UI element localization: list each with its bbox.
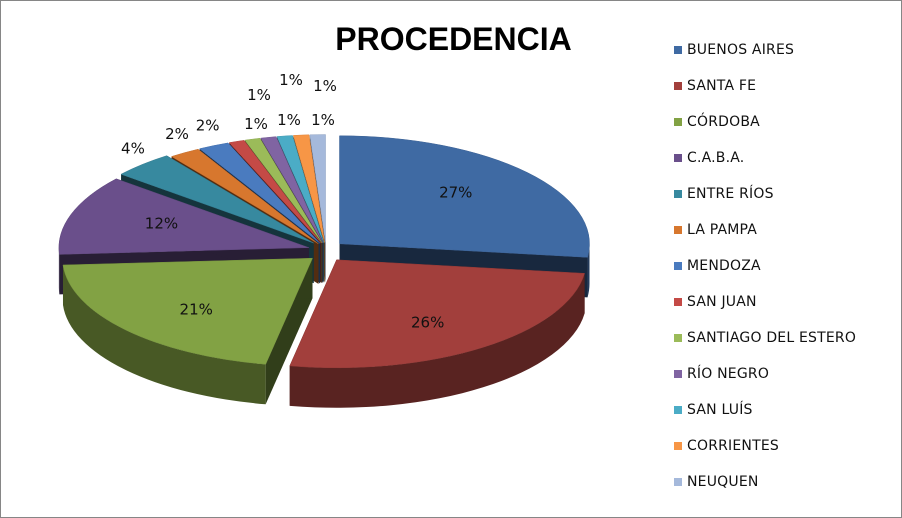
data-label-san-luis: 1% (247, 86, 271, 104)
pie-slice-la-pampa (170, 148, 319, 245)
legend-label: SAN JUAN (687, 294, 757, 310)
legend-item-rio-negro: RÍO NEGRO (674, 356, 898, 392)
pie-side-santa-fe-wall (289, 273, 585, 408)
pie-slice-entre-rios (120, 155, 314, 244)
legend-label: CÓRDOBA (687, 114, 760, 130)
legend-item-c-a-b-a: C.A.B.A. (674, 140, 898, 176)
legend-swatch (674, 298, 682, 306)
legend-label: NEUQUEN (687, 474, 759, 490)
legend-item-san-luis: SAN LUÍS (674, 392, 898, 428)
legend-item-cordoba: CÓRDOBA (674, 104, 898, 140)
pie-side-cordoba-wall (62, 264, 266, 405)
data-label-c-a-b-a: 12% (145, 215, 178, 233)
data-label-entre-rios: 4% (121, 139, 145, 157)
legend-label: SANTA FE (687, 78, 757, 94)
legend-label: MENDOZA (687, 258, 761, 274)
legend-label: SANTIAGO DEL ESTERO (687, 330, 857, 346)
pie-slice-san-luis (276, 135, 325, 243)
data-label-la-pampa: 2% (165, 125, 189, 143)
legend-swatch (674, 118, 682, 126)
legend-label: LA PAMPA (687, 222, 758, 238)
pie-chart: 27% 26% 21% 12% 4% 2% 2% 1% 1% 1% 1% 1% 1% (58, 71, 590, 408)
pie-slice-neuquen (309, 134, 326, 243)
legend-label: SAN LUÍS (687, 402, 753, 418)
legend-swatch (674, 478, 682, 486)
legend-swatch (674, 46, 682, 54)
data-labels: 27% 26% 21% 12% 4% 2% 2% 1% 1% 1% 1% 1% 1% (121, 71, 472, 332)
legend-item-neuquen: NEUQUEN (674, 464, 898, 500)
data-label-santiago-del-estero: 1% (277, 111, 301, 129)
legend-swatch (674, 370, 682, 378)
pie-slice-c-a-b-a (58, 178, 309, 255)
data-label-buenos-aires: 27% (439, 183, 472, 201)
data-label-neuquen: 1% (313, 77, 337, 95)
pie-slice-buenos-aires (339, 135, 590, 258)
pie-side-buenos-aires-wall (587, 243, 590, 298)
legend-item-la-pampa: LA PAMPA (674, 212, 898, 248)
legend-label: BUENOS AIRES (687, 42, 795, 58)
legend-swatch (674, 226, 682, 234)
legend-swatch (674, 406, 682, 414)
data-label-rio-negro: 1% (311, 111, 335, 129)
legend-item-mendoza: MENDOZA (674, 248, 898, 284)
pie-slice-cordoba (62, 257, 313, 365)
data-label-mendoza: 2% (196, 117, 220, 135)
pie-slice-santa-fe (289, 259, 585, 369)
legend-item-san-juan: SAN JUAN (674, 284, 898, 320)
legend-label: C.A.B.A. (687, 150, 745, 166)
legend-label: ENTRE RÍOS (687, 186, 774, 202)
chart-title: PROCEDENCIA (335, 21, 572, 57)
data-label-san-juan: 1% (244, 115, 268, 133)
legend-label: RÍO NEGRO (687, 366, 770, 382)
legend-item-buenos-aires: BUENOS AIRES (674, 32, 898, 68)
pie-tops (58, 134, 590, 369)
data-label-santa-fe: 26% (411, 314, 444, 332)
legend-item-santa-fe: SANTA FE (674, 68, 898, 104)
legend-item-santiago-del-estero: SANTIAGO DEL ESTERO (674, 320, 898, 356)
pie-slice-corrientes (293, 134, 325, 243)
pie-slice-san-juan (228, 140, 322, 244)
legend-label: CORRIENTES (687, 438, 779, 454)
pie-slice-santiago-del-estero (244, 137, 323, 244)
legend-item-entre-rios: ENTRE RÍOS (674, 176, 898, 212)
legend-swatch (674, 442, 682, 450)
legend-swatch (674, 154, 682, 162)
pie-slice-rio-negro (260, 136, 324, 243)
legend-swatch (674, 82, 682, 90)
legend-swatch (674, 190, 682, 198)
legend: BUENOS AIRES SANTA FE CÓRDOBA C.A.B.A. ENTRE… (674, 32, 898, 500)
legend-item-corrientes: CORRIENTES (674, 428, 898, 464)
legend-swatch (674, 334, 682, 342)
legend-swatch (674, 262, 682, 270)
pie-slice-mendoza (199, 142, 321, 244)
data-label-cordoba: 21% (180, 301, 213, 319)
data-label-corrientes: 1% (279, 71, 303, 89)
